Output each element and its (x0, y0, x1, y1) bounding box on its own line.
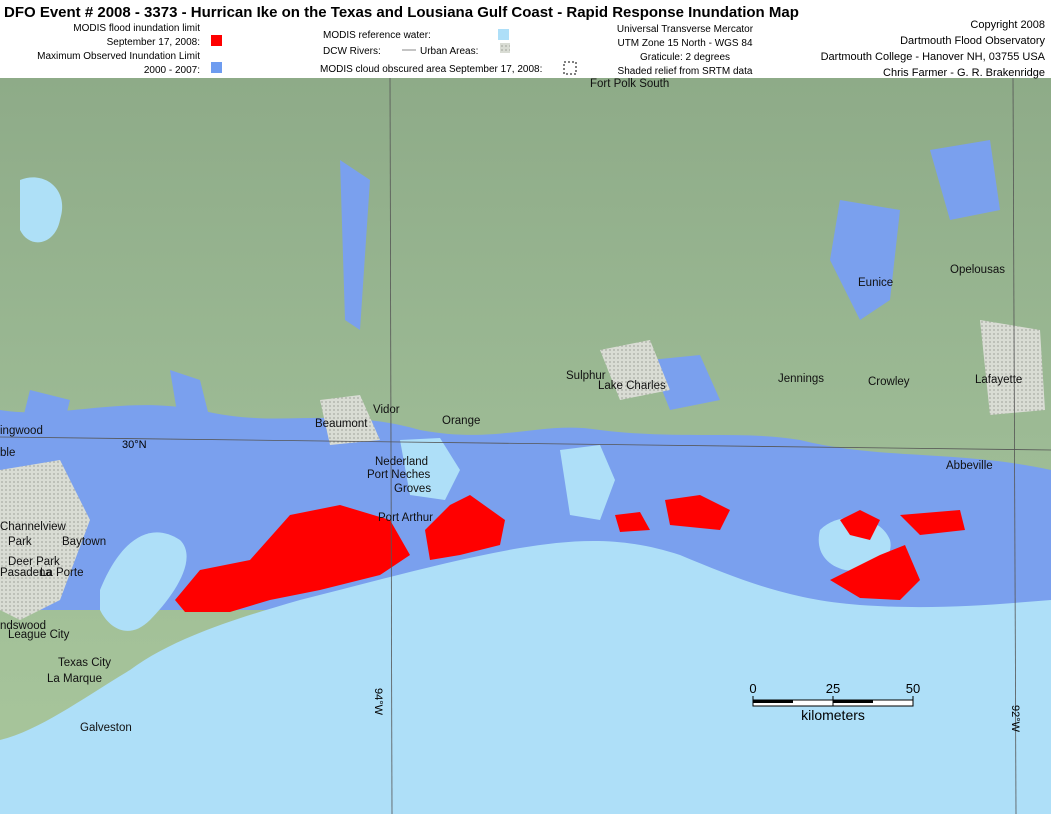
place-label: Channelview (0, 521, 67, 533)
ocean (0, 540, 1051, 814)
place-label: Port Neches (367, 469, 431, 481)
scale-label: 0 (749, 681, 756, 696)
parallel (0, 436, 1051, 451)
place-label: Orange (442, 415, 480, 427)
place-label: Opelousas (950, 264, 1005, 276)
place-label: Nederland (375, 456, 428, 468)
place-label: ble (0, 447, 15, 459)
legend-text: MODIS flood inundation limit (73, 23, 200, 34)
credit: Chris Farmer - G. R. Brakenridge (883, 67, 1045, 79)
title: DFO Event # 2008 - 3373 - Hurrican Ike o… (4, 4, 799, 21)
legend-text: Maximum Observed Inundation Limit (37, 51, 200, 62)
place-label: ingwood (0, 425, 43, 437)
flood-2008 (175, 505, 410, 612)
place-label: Park (8, 536, 32, 548)
scale-segment (833, 700, 873, 703)
place-label: Lafayette (975, 374, 1022, 386)
meridian (1012, 77, 1017, 814)
place-labels: Fort Polk South Eunice Opelousas Jennings Cr… (0, 78, 1022, 734)
legend-text: MODIS cloud obscured area September 17, … (320, 64, 542, 75)
place-label: ndswood (0, 620, 46, 632)
credit: Dartmouth Flood Observatory (900, 35, 1045, 47)
legend-swatch (500, 43, 510, 53)
credit: Copyright 2008 (970, 19, 1045, 31)
flood-2008 (830, 510, 965, 600)
calcasieu-lake (560, 445, 615, 520)
sabine-lake (400, 438, 460, 500)
graticule-label: 94°W (372, 688, 384, 716)
legend-swatch (498, 29, 509, 40)
place-label: Lake Charles (598, 380, 666, 392)
place-label: Groves (394, 483, 431, 495)
projection: UTM Zone 15 North - WGS 84 (617, 38, 752, 49)
place-label: Crowley (868, 376, 910, 388)
place-label: Port Arthur (378, 512, 433, 524)
place-label: Texas City (58, 657, 111, 669)
scale-unit: kilometers (801, 707, 865, 723)
place-label: Sulphur (566, 370, 606, 382)
place-label: Jennings (778, 373, 824, 385)
scale-label: 25 (826, 681, 840, 696)
legend-text: 2000 - 2007: (144, 65, 200, 76)
place-label: Vidor (373, 404, 400, 416)
galveston-bay (100, 532, 187, 631)
place-label: La Porte (40, 567, 83, 579)
place-label: Baytown (62, 536, 106, 548)
place-label: Pasadena (0, 567, 52, 579)
projection: Graticule: 2 degrees (640, 52, 730, 63)
legend-text: Urban Areas: (420, 46, 478, 57)
place-label: Eunice (858, 277, 893, 289)
place-label: Galveston (80, 722, 132, 734)
scale-segment (753, 700, 793, 703)
meridian (389, 77, 393, 814)
legend-text: DCW Rivers: (323, 46, 381, 57)
place-label: Beaumont (315, 418, 368, 430)
place-label: Abbeville (946, 460, 993, 472)
legend-swatch (211, 35, 222, 46)
header-bg (0, 0, 1051, 78)
legend-swatch (211, 62, 222, 73)
flood-2008 (425, 495, 505, 560)
lake (20, 177, 63, 243)
graticule-label: 30°N (122, 439, 147, 451)
projection: Shaded relief from SRTM data (618, 66, 753, 77)
graticule-label: 92°W (1009, 705, 1021, 733)
place-label: Fort Polk South (590, 78, 669, 90)
place-label: La Marque (47, 673, 102, 685)
place-label: Deer Park (8, 556, 60, 568)
flood-2008 (615, 495, 730, 532)
credit: Dartmouth College - Hanover NH, 03755 US… (821, 51, 1046, 63)
projection: Universal Transverse Mercator (617, 24, 754, 35)
scale-label: 50 (906, 681, 920, 696)
map (0, 77, 1051, 814)
scale-bar: 0 25 50 kilometers (749, 681, 920, 723)
legend-text: MODIS reference water: (323, 30, 431, 41)
legend-text: September 17, 2008: (107, 37, 200, 48)
place-label: League City (8, 629, 70, 641)
legend-swatch (563, 61, 577, 75)
